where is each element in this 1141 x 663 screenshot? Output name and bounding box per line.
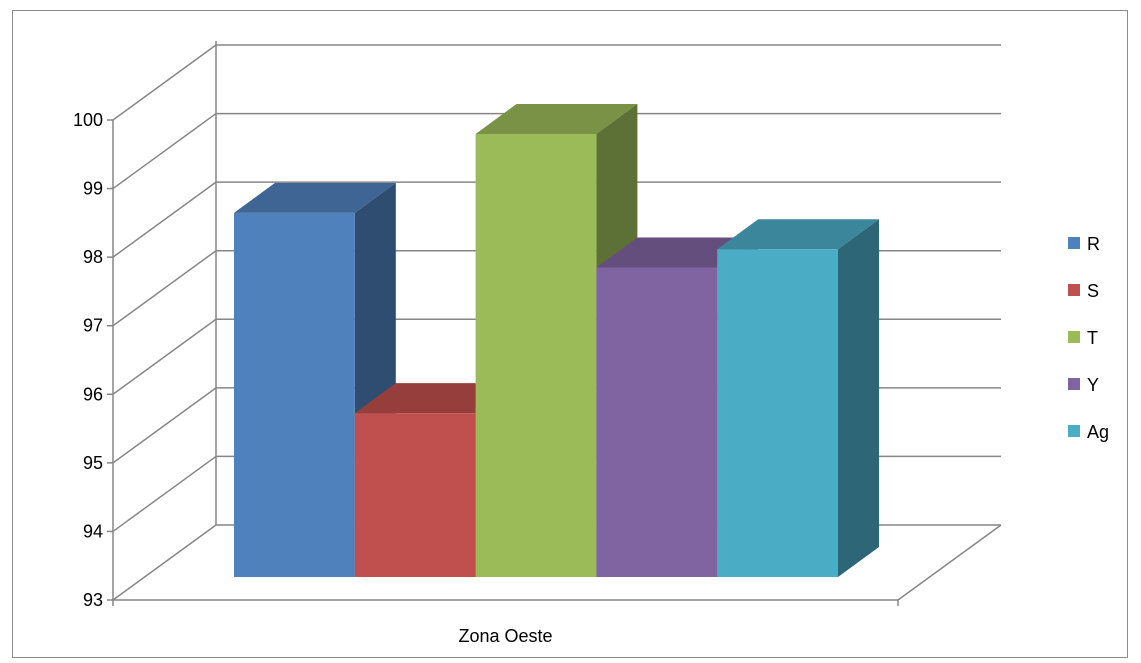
bar-front-T [475, 133, 597, 577]
side-wall-gridline [112, 318, 217, 395]
floor-edge-left [112, 524, 217, 601]
bar-front-Y [596, 267, 718, 577]
bar-side-Ag [838, 219, 879, 577]
legend-label-Y: Y [1087, 375, 1099, 395]
x-category-label: Zona Oeste [458, 626, 552, 646]
legend-swatch-Ag [1068, 425, 1080, 437]
legend-label-Ag: Ag [1087, 422, 1109, 442]
legend-label-S: S [1087, 281, 1099, 301]
side-wall-gridline [112, 455, 217, 533]
bar-top-Ag [717, 219, 879, 250]
y-tick-label: 95 [83, 453, 103, 473]
side-wall-gridline [112, 250, 217, 327]
floor-edge-right [897, 524, 1002, 601]
y-tick-label: 96 [83, 384, 103, 404]
bar-front-S [354, 413, 476, 577]
legend-label-T: T [1087, 328, 1098, 348]
legend-swatch-R [1068, 237, 1080, 249]
side-wall-gridline [112, 44, 217, 121]
side-wall-gridline [112, 181, 217, 258]
legend-swatch-S [1068, 284, 1080, 296]
legend-swatch-T [1068, 331, 1080, 343]
bar-front-Ag [717, 249, 838, 577]
y-tick-label: 94 [83, 521, 103, 541]
legend-label-R: R [1087, 234, 1100, 254]
legend-swatch-Y [1068, 378, 1080, 390]
y-tick-label: 97 [83, 316, 103, 336]
bar-front-R [234, 212, 355, 577]
side-wall-gridline [112, 112, 217, 190]
bar-top-T [475, 103, 638, 134]
side-wall-gridline [112, 387, 217, 464]
y-tick-label: 98 [83, 247, 103, 267]
y-tick-label: 93 [83, 590, 103, 610]
bar-top-R [234, 182, 396, 213]
y-tick-label: 100 [73, 110, 103, 130]
y-tick-label: 99 [83, 179, 103, 199]
